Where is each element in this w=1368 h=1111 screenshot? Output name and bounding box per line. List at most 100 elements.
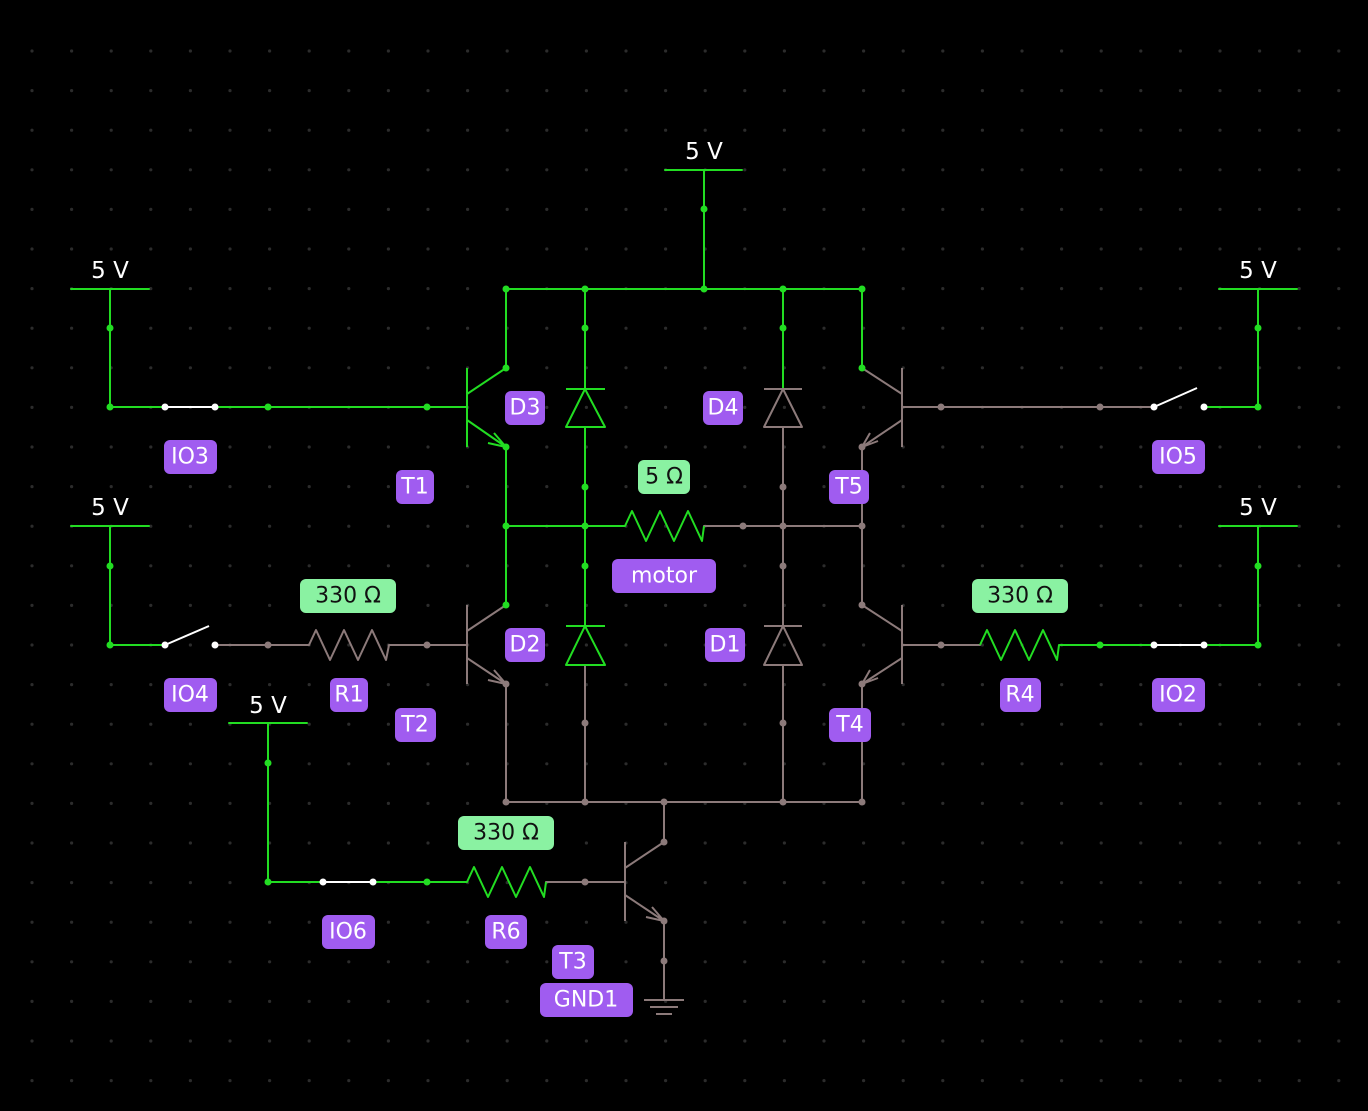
grid-point (1297, 168, 1301, 172)
grid-point (703, 683, 707, 687)
label-io3[interactable]: IO3 (164, 440, 217, 474)
grid-point (664, 89, 668, 93)
label-io4[interactable]: IO4 (164, 678, 217, 712)
grid-point (70, 485, 74, 489)
io2-circuit[interactable]: 5 V (901, 495, 1298, 646)
transistor-t5[interactable] (861, 367, 903, 448)
left-leg-upper[interactable] (505, 426, 626, 627)
grid-point (941, 485, 945, 489)
grid-point (584, 168, 589, 172)
bottom-bus[interactable] (505, 801, 863, 843)
grid-point (703, 445, 707, 449)
grid-point (466, 920, 470, 924)
label-r1[interactable]: R1 (330, 678, 368, 712)
label-r4[interactable]: R4 (1000, 678, 1041, 712)
grid-point (1099, 920, 1103, 924)
label-io5[interactable]: IO5 (1152, 440, 1205, 474)
grid-point (70, 405, 74, 409)
label-d3[interactable]: D3 (505, 391, 545, 425)
diode-d2[interactable] (565, 625, 606, 666)
value-tag-r6[interactable]: 330 Ω (458, 816, 554, 850)
top-bus[interactable] (505, 288, 863, 390)
grid-point (862, 881, 866, 885)
label-d2[interactable]: D2 (505, 628, 545, 662)
grid-point (188, 485, 192, 489)
label-motor[interactable]: motor (612, 559, 716, 593)
grid-point (822, 366, 826, 370)
grid-point (901, 485, 905, 489)
label-t4[interactable]: T4 (829, 708, 871, 742)
grid-point (1297, 445, 1301, 449)
grid-point (980, 326, 985, 330)
grid-point (545, 89, 549, 93)
resistor-r1[interactable] (308, 629, 390, 661)
io4-circuit[interactable]: 5 V (70, 495, 468, 646)
grid-point (1337, 366, 1341, 370)
label-t3[interactable]: T3 (552, 945, 594, 979)
grid-point (743, 762, 747, 766)
io4-switch[interactable] (164, 625, 210, 646)
grid-point (188, 247, 192, 251)
grid-point (307, 920, 311, 924)
ground-symbol[interactable] (644, 920, 684, 1015)
grid-point (1337, 168, 1341, 172)
grid-point (426, 683, 430, 687)
grid-point (941, 128, 945, 132)
label-io6[interactable]: IO6 (322, 915, 375, 949)
grid-point (1218, 49, 1222, 53)
grid-point (1139, 564, 1143, 568)
transistor-t1[interactable] (466, 367, 507, 448)
grid-point (30, 89, 34, 93)
transistor-t2[interactable] (466, 604, 507, 685)
grid-point (1060, 366, 1064, 370)
grid-point (307, 1079, 311, 1083)
grid-point (426, 841, 430, 845)
label-d1[interactable]: D1 (705, 628, 745, 662)
grid-point (1060, 881, 1064, 885)
transistor-t4[interactable] (861, 604, 903, 685)
diode-d4[interactable] (763, 388, 803, 428)
resistor-r6[interactable] (466, 866, 547, 898)
value-tag-r4[interactable]: 330 Ω (972, 579, 1068, 613)
grid-point (1218, 999, 1222, 1004)
value-tag-motor[interactable]: 5 Ω (638, 460, 690, 494)
grid-point (149, 247, 153, 251)
grid-point (941, 524, 945, 528)
grid-point (307, 49, 311, 53)
transistor-t3[interactable] (624, 841, 665, 922)
grid-point (1139, 920, 1143, 924)
grid-point (822, 683, 826, 687)
io5-circuit[interactable]: 5 V (901, 258, 1298, 408)
grid-point (980, 366, 985, 370)
grid-point (70, 326, 74, 330)
io5-switch[interactable] (1153, 387, 1198, 408)
grid-point (30, 1039, 34, 1043)
resistor-r4[interactable] (979, 629, 1060, 661)
label-r6[interactable]: R6 (485, 915, 527, 949)
diode-d1[interactable] (763, 625, 803, 666)
label-io2[interactable]: IO2 (1152, 678, 1205, 712)
grid-point (1297, 881, 1301, 885)
grid-point (347, 564, 351, 568)
grid-point (664, 881, 668, 885)
label-gnd1[interactable]: GND1 (540, 983, 633, 1017)
label-t5[interactable]: T5 (829, 470, 869, 504)
grid-point (624, 485, 628, 489)
grid-point (743, 326, 747, 330)
grid-point (1258, 207, 1262, 211)
left-leg-lower[interactable] (505, 664, 586, 803)
value-tag-r1[interactable]: 330 Ω (300, 579, 396, 613)
label-t1[interactable]: T1 (396, 470, 434, 504)
label-t2[interactable]: T2 (395, 708, 436, 742)
grid-point (1139, 1079, 1143, 1083)
motor-resistor[interactable] (624, 510, 705, 542)
grid-point (149, 801, 153, 806)
grid-point (624, 405, 628, 409)
grid-point (268, 366, 272, 370)
label-d4[interactable]: D4 (703, 391, 743, 425)
grid-point (30, 960, 34, 964)
grid-point (1139, 801, 1143, 806)
diode-d3[interactable] (565, 388, 606, 428)
io3-circuit[interactable]: 5 V (70, 258, 468, 408)
